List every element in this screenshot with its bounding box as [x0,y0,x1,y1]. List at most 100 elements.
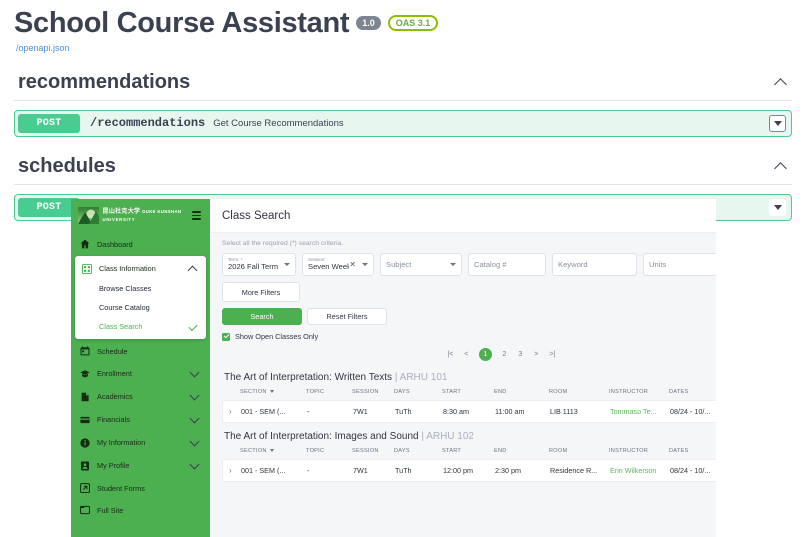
course-name: The Art of Interpretation: Written Texts [224,372,393,383]
sidebar-subitem-class-search[interactable]: Class Search [75,317,206,336]
catalog-placeholder: Catalog # [474,260,507,269]
clear-icon[interactable]: ✕ [349,259,356,269]
search-button[interactable]: Search [222,308,302,325]
sidebar-subitem-label: Class Search [99,322,143,331]
cell-end: 2:30 pm [495,466,521,475]
course-result-arhu-102: The Art of Interpretation: Images and So… [222,431,716,482]
cell-session: 7W1 [353,466,368,475]
home-icon [80,239,90,249]
sidebar-item-my-information[interactable]: My Information [71,431,210,454]
sidebar-item-class-information[interactable]: Class Information [75,258,206,279]
more-filters-button[interactable]: More Filters [222,282,300,302]
sidebar-item-schedule[interactable]: Schedule [71,340,210,362]
pagination-last[interactable]: >| [549,351,556,358]
show-open-classes-row[interactable]: Show Open Classes Only [222,332,716,341]
chevron-up-icon[interactable] [775,76,788,89]
cell-instructor[interactable]: Erin Wilkerson [610,466,657,475]
chevron-down-icon[interactable] [190,414,201,425]
col-session: SESSION [352,448,379,454]
operation-path: /recommendations [90,116,206,131]
expand-row-icon[interactable]: › [229,466,232,475]
subject-placeholder: Subject [386,260,412,269]
sidebar-subitem-browse-classes[interactable]: Browse Classes [75,279,206,298]
dku-logo[interactable]: 昆山杜克大学 DUKE KUNSHAN UNIVERSITY [78,207,192,224]
sidebar-item-financials[interactable]: Financials [71,408,210,431]
expand-row-icon[interactable]: › [229,407,232,416]
pagination-page-1[interactable]: 1 [478,348,492,361]
sidebar-item-academics[interactable]: Academics [71,385,210,408]
pagination-page-3[interactable]: 3 [518,351,523,358]
reset-filters-button[interactable]: Reset Filters [307,308,387,325]
expand-operation-button[interactable] [769,114,786,132]
sidebar-subitem-course-catalog[interactable]: Course Catalog [75,298,206,317]
tag-header-recommendations[interactable]: recommendations [14,71,792,101]
tag-header-schedules[interactable]: schedules [14,155,792,185]
content-title: Class Search [222,209,291,222]
person-card-icon [80,461,90,471]
logo-english-line1: DUKE KUNSHAN [142,209,182,215]
cell-room: LIB 1113 [550,407,578,416]
col-section[interactable]: SECTION [240,389,306,395]
grid-icon [82,263,92,274]
hamburger-menu-icon[interactable] [192,209,201,222]
pagination-prev[interactable]: < [464,351,469,358]
sidebar-item-student-forms[interactable]: Student Forms [71,477,210,499]
logo-chinese-name: 昆山杜克大学 [102,209,141,216]
cell-end: 11:00 am [495,407,525,416]
operation-post-recommendations[interactable]: POST /recommendations Get Course Recomme… [14,109,792,137]
keyword-placeholder: Keyword [558,260,588,269]
keyword-input[interactable]: Keyword [552,253,637,276]
chevron-down-icon[interactable] [190,391,201,402]
sidebar-item-label: Enrollment [97,369,132,378]
sidebar-item-full-site[interactable]: Full Site [71,499,210,521]
sidebar-subitem-label: Course Catalog [99,303,150,312]
sidebar-item-dashboard[interactable]: Dashboard [71,233,210,255]
pagination-page-2[interactable]: 2 [502,351,507,358]
show-open-classes-checkbox[interactable] [222,332,230,341]
chevron-down-icon[interactable] [190,460,201,471]
table-row[interactable]: › 001 - SEM (... - 7W1 TuTh 8:30 am 11:0… [222,400,716,423]
chevron-down-icon[interactable] [190,437,201,448]
api-title-row: School Course Assistant 1.0 OAS 3.1 [14,0,792,40]
info-icon [80,437,90,448]
session-label: Session: [308,258,326,263]
session-select[interactable]: Session: Seven Week ... ✕ [302,253,374,276]
col-room: ROOM [549,389,568,395]
sidebar-item-enrollment[interactable]: Enrollment [71,362,210,385]
app-main-content: Class Search Select all the required (*)… [210,199,716,537]
chevron-down-icon[interactable] [190,368,201,379]
term-select[interactable]: Term: * 2026 Fall Term [222,253,296,276]
sidebar-group-class-information: Class Information Browse Classes Course … [75,256,206,339]
tag-name-recommendations: recommendations [18,70,191,93]
sidebar-subitem-label: Browse Classes [99,284,152,293]
search-results: The Art of Interpretation: Written Texts… [210,364,716,482]
pagination-next[interactable]: > [534,351,539,358]
catalog-number-input[interactable]: Catalog # [468,253,546,276]
col-dates: DATES [669,448,689,454]
filter-fields-row: Term: * 2026 Fall Term Session: Seven We… [222,253,716,276]
expand-operation-button[interactable] [769,198,786,216]
table-row[interactable]: › 001 - SEM (... - 7W1 TuTh 12:00 pm 2:3… [222,459,716,482]
pagination-first[interactable]: |< [447,351,454,358]
operation-summary: Get Course Recommendations [213,117,344,129]
oas-version-badge: OAS 3.1 [387,15,439,31]
subject-select[interactable]: Subject [380,253,462,276]
cell-days: TuTh [395,466,412,475]
col-start: START [442,389,462,395]
col-end: END [494,448,507,454]
chevron-down-icon [450,263,456,266]
units-input[interactable]: Units [643,253,716,276]
cell-instructor[interactable]: Tommaso Te... [610,407,657,416]
col-start: START [442,448,462,454]
sidebar-item-my-profile[interactable]: My Profile [71,454,210,477]
col-room: ROOM [549,448,568,454]
check-icon [188,321,198,332]
col-section[interactable]: SECTION [240,448,306,454]
chevron-up-icon[interactable] [775,160,788,173]
cell-start: 12:00 pm [443,466,473,475]
col-topic: TOPIC [306,448,325,454]
openapi-spec-link[interactable]: /openapi.json [16,42,70,53]
http-method-badge: POST [18,113,80,133]
chevron-up-icon[interactable] [188,263,199,274]
sidebar-item-label: Financials [97,415,130,424]
